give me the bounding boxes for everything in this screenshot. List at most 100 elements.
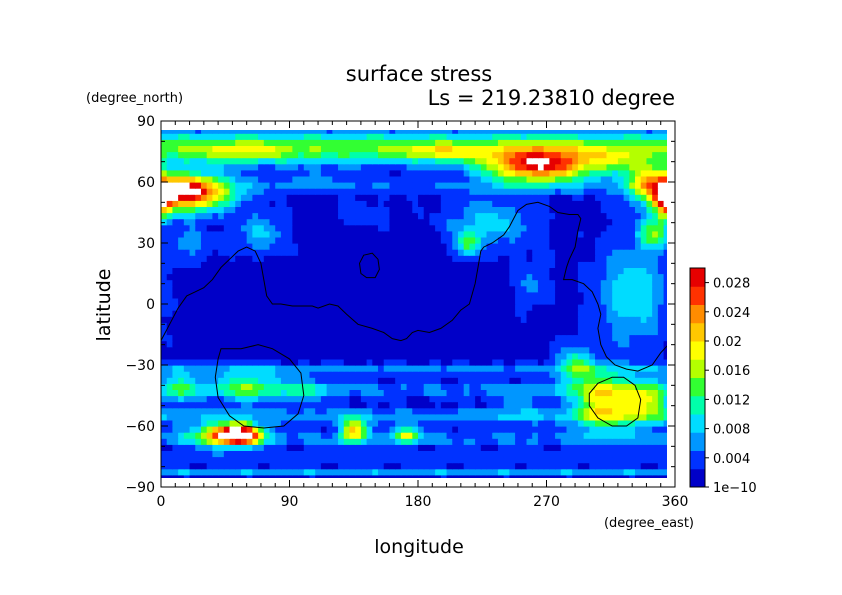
heatmap-cell [269, 438, 276, 445]
heatmap-cell [366, 200, 373, 207]
heatmap-cell [389, 236, 396, 244]
heatmap-cell [275, 352, 282, 360]
heatmap-cell [515, 401, 522, 409]
heatmap-cell [166, 267, 174, 275]
heatmap-cell [526, 358, 533, 366]
heatmap-cell [183, 322, 191, 329]
heatmap-cell [583, 462, 590, 470]
heatmap-cell [646, 456, 653, 464]
heatmap-cell [595, 236, 602, 244]
heatmap-cell [286, 304, 293, 311]
heatmap-cell [480, 249, 488, 256]
heatmap-cell [543, 316, 550, 323]
heatmap-cell [595, 395, 602, 403]
heatmap-cell [440, 249, 448, 256]
heatmap-cell [332, 267, 339, 275]
heatmap-cell [309, 401, 316, 409]
heatmap-cell [172, 291, 179, 299]
heatmap-cell [555, 389, 562, 397]
heatmap-cell [635, 175, 642, 183]
heatmap-cell [178, 438, 185, 445]
heatmap-cell [480, 200, 488, 207]
heatmap-cell [406, 267, 413, 275]
heatmap-cell [161, 236, 168, 244]
heatmap-cell [246, 212, 253, 220]
heatmap-cell [343, 383, 351, 390]
heatmap-cell [406, 389, 413, 397]
heatmap-cell [269, 444, 276, 451]
heatmap-cell [623, 230, 630, 238]
heatmap-cell [355, 328, 362, 336]
heatmap-cell [172, 273, 179, 281]
heatmap-cell [269, 407, 276, 415]
heatmap-cell [286, 200, 293, 207]
heatmap-cell [269, 169, 276, 177]
heatmap-cell [286, 249, 293, 256]
heatmap-cell [617, 194, 625, 201]
heatmap-cell [457, 316, 465, 323]
heatmap-cell [303, 291, 311, 299]
heatmap-cell [560, 462, 568, 470]
heatmap-cell [378, 432, 385, 439]
heatmap-cell [583, 346, 590, 354]
heatmap-cell [315, 377, 322, 384]
heatmap-cell [178, 389, 185, 397]
heatmap-cell [383, 450, 391, 458]
heatmap-cell [475, 169, 482, 177]
heatmap-cell [212, 328, 219, 336]
heatmap-cell [235, 163, 242, 171]
heatmap-cell [549, 456, 556, 464]
heatmap-cell [240, 157, 248, 165]
heatmap-cell [200, 395, 208, 403]
heatmap-cell [652, 352, 659, 360]
heatmap-cell [423, 224, 431, 232]
heatmap-cell [240, 236, 248, 244]
heatmap-cell [617, 328, 625, 336]
heatmap-cell [589, 383, 596, 390]
heatmap-cell [555, 194, 562, 201]
heatmap-cell [646, 340, 653, 348]
heatmap-cell [577, 450, 585, 458]
heatmap-cell [526, 230, 533, 238]
heatmap-cell [166, 358, 174, 366]
heatmap-cell [275, 474, 282, 478]
heatmap-cell [223, 346, 231, 354]
heatmap-cell [435, 413, 442, 421]
heatmap-cell [543, 212, 550, 220]
heatmap-cell [400, 224, 408, 232]
heatmap-cell [286, 389, 293, 397]
heatmap-cell [263, 151, 271, 159]
heatmap-cell [515, 456, 522, 464]
heatmap-cell [195, 206, 202, 214]
heatmap-cell [583, 188, 590, 195]
heatmap-cell [298, 444, 305, 451]
heatmap-cell [652, 249, 659, 256]
heatmap-cell [383, 297, 391, 305]
heatmap-cell [577, 249, 585, 256]
heatmap-cell [509, 291, 516, 299]
heatmap-cell [429, 206, 436, 214]
heatmap-cell [595, 413, 602, 421]
heatmap-cell [378, 383, 385, 390]
heatmap-cell [486, 358, 493, 366]
heatmap-cell [572, 200, 579, 207]
heatmap-cell [515, 438, 522, 445]
heatmap-cell [212, 224, 219, 232]
heatmap-cell [640, 188, 648, 195]
heatmap-cell [235, 346, 242, 354]
heatmap-cell [412, 340, 419, 348]
heatmap-cell [349, 450, 356, 458]
heatmap-cell [452, 407, 459, 415]
heatmap-cell [372, 206, 379, 214]
heatmap-cell [200, 419, 208, 427]
heatmap-cell [246, 255, 253, 262]
heatmap-cell [543, 297, 550, 305]
heatmap-cell [572, 218, 579, 226]
heatmap-cell [360, 413, 368, 421]
heatmap-cell [520, 310, 528, 317]
heatmap-cell [372, 267, 379, 275]
heatmap-cell [349, 438, 356, 445]
heatmap-cell [657, 322, 665, 329]
heatmap-cell [418, 267, 425, 275]
heatmap-cell [275, 334, 282, 342]
